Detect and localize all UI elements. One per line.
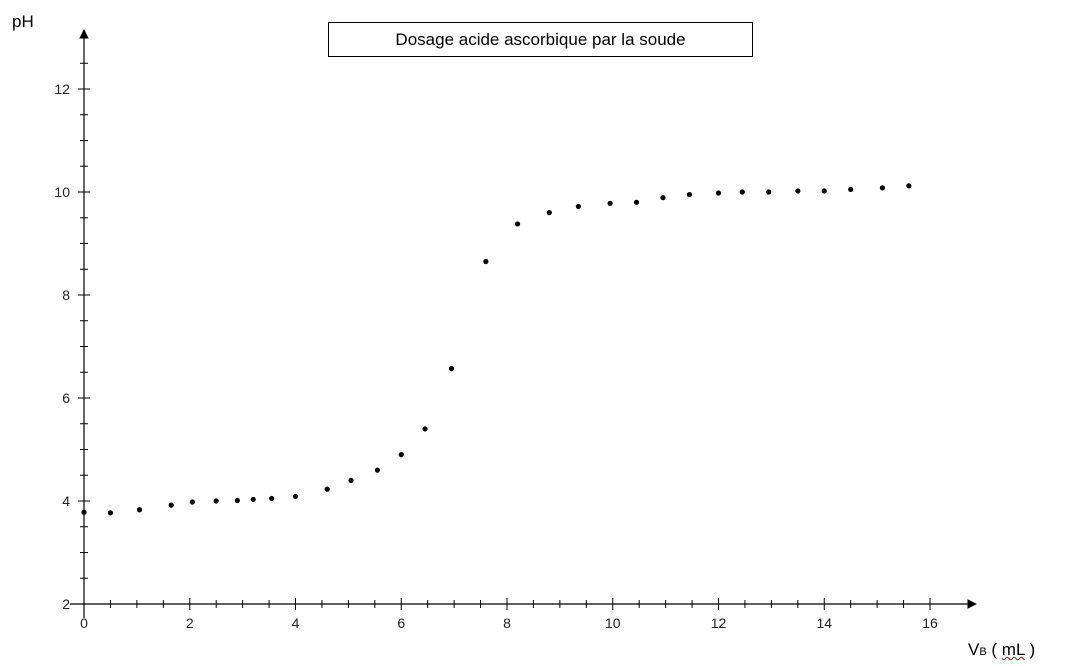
data-point	[686, 191, 693, 198]
data-point	[906, 183, 912, 189]
y-tick-label: 6	[62, 390, 70, 406]
x-tick-label: 16	[922, 615, 938, 631]
data-point	[633, 199, 640, 205]
x-tick-label: 6	[397, 615, 405, 631]
y-tick-label: 4	[62, 493, 70, 509]
x-axis-label-unit: mL	[1001, 640, 1025, 659]
y-axis-label: pH	[12, 12, 34, 31]
data-point	[398, 452, 404, 458]
data-point	[795, 188, 801, 194]
data-point	[374, 467, 381, 473]
data-point	[189, 499, 195, 505]
x-tick-label: 4	[292, 615, 300, 631]
x-tick-label: 0	[80, 615, 88, 631]
data-point	[234, 497, 240, 504]
data-point	[546, 210, 552, 216]
y-tick-label: 2	[62, 596, 70, 612]
data-point	[483, 258, 489, 265]
data-point	[607, 200, 613, 206]
x-axis-label: VB ( mL )	[968, 640, 1035, 660]
data-point	[575, 203, 581, 210]
x-tick-label: 2	[186, 615, 194, 631]
data-point	[448, 366, 455, 372]
axis-ticks	[78, 37, 931, 610]
x-axis-label-close: )	[1024, 640, 1036, 659]
x-axis-label-subscript: B	[979, 646, 987, 658]
data-point	[348, 477, 354, 483]
x-axis-label-open: (	[986, 640, 1002, 659]
data-point	[81, 509, 87, 515]
data-point	[848, 186, 854, 193]
data-point	[879, 185, 886, 191]
data-point	[213, 498, 219, 504]
data-point	[168, 502, 174, 508]
data-point	[292, 493, 299, 499]
data-point	[766, 189, 772, 195]
x-axis-label-main: V	[968, 640, 980, 659]
y-tick-label: 12	[54, 81, 70, 97]
data-point	[821, 188, 827, 194]
data-point	[250, 496, 256, 503]
data-point	[269, 495, 275, 502]
data-point	[107, 510, 114, 516]
y-tick-label: 8	[62, 287, 70, 303]
data-point	[660, 195, 666, 201]
x-tick-label: 12	[711, 615, 727, 631]
chart-title: Dosage acide ascorbique par la soude	[328, 22, 753, 57]
data-point	[422, 426, 428, 432]
data-points	[81, 183, 912, 516]
data-point	[324, 486, 330, 492]
x-tick-label: 14	[816, 615, 832, 631]
x-tick-label: 10	[605, 615, 621, 631]
data-point	[715, 190, 722, 196]
x-tick-label: 8	[503, 615, 511, 631]
data-point	[136, 507, 143, 513]
data-point	[739, 189, 745, 195]
data-point	[514, 221, 521, 227]
y-tick-label: 10	[54, 184, 70, 200]
